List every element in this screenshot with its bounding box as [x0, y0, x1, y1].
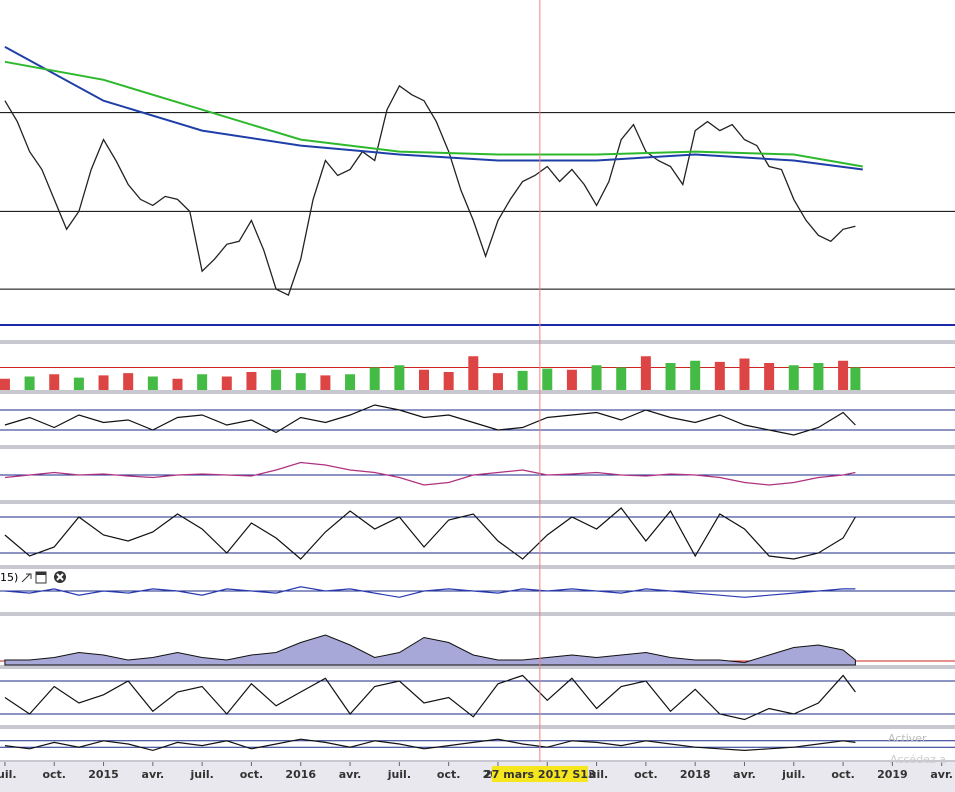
volume-bar	[172, 378, 183, 390]
indicator-line	[4, 461, 856, 486]
panel-separator	[0, 340, 955, 344]
volume-bar	[542, 368, 553, 390]
panel-label: 15)	[0, 571, 18, 584]
tool-icon	[36, 572, 46, 575]
panel-separator	[0, 725, 955, 729]
indicator-line	[4, 507, 856, 560]
panel-separator	[0, 445, 955, 449]
volume-bar	[813, 363, 824, 390]
volume-bar	[49, 374, 60, 390]
panel-separator	[0, 612, 955, 616]
x-tick-label: avr.	[142, 768, 165, 781]
price-line	[4, 46, 863, 171]
panel-separator	[0, 760, 955, 762]
volume-bar	[764, 363, 775, 390]
volume-bar	[492, 373, 503, 390]
indicator-line	[4, 404, 856, 436]
volume-bar	[147, 376, 158, 390]
volume-bar	[0, 378, 10, 390]
indicator-line	[4, 674, 856, 721]
x-tick-label: avr.	[339, 768, 362, 781]
volume-bar	[221, 376, 232, 390]
panel-tools[interactable]	[21, 571, 66, 584]
indicator-area	[4, 634, 856, 666]
volume-bar	[838, 360, 849, 390]
x-tick-label: oct.	[831, 768, 855, 781]
panel	[0, 356, 955, 394]
volume-bar	[850, 367, 861, 390]
volume-bar	[640, 356, 651, 390]
volume-bar	[591, 365, 602, 390]
volume-bar	[246, 372, 257, 390]
x-tick-label: 2015	[88, 768, 119, 781]
x-tick-label: avr.	[733, 768, 756, 781]
x-tick-label: juil.	[584, 768, 608, 781]
volume-bar	[468, 356, 479, 390]
volume-bar	[123, 373, 134, 390]
x-tick-label: 2019	[877, 768, 908, 781]
x-axis-strip	[0, 762, 955, 792]
wrench-icon[interactable]	[21, 573, 32, 583]
price-line	[4, 60, 863, 168]
panels	[0, 0, 955, 762]
panel	[0, 586, 955, 616]
panel-separator	[0, 390, 955, 394]
volume-bar	[443, 372, 454, 390]
panel-separator	[0, 665, 955, 669]
indicator-line	[4, 586, 856, 598]
volume-bar	[345, 374, 356, 390]
volume-bar	[566, 369, 577, 390]
watermark: Activer	[888, 732, 927, 745]
volume-bar	[271, 369, 282, 390]
panel	[0, 674, 955, 729]
cursor-label: 27 mars 2017 S13	[484, 768, 596, 781]
volume-bar	[517, 370, 528, 390]
x-tick-label: juil.	[781, 768, 805, 781]
x-tick-label: avr.	[930, 768, 953, 781]
volume-bar	[295, 373, 306, 390]
x-tick-label: juil.	[189, 768, 213, 781]
close-cross	[56, 573, 64, 581]
panel	[0, 507, 955, 569]
volume-bar	[616, 367, 627, 390]
volume-bar	[320, 375, 331, 390]
x-tick-label: oct.	[240, 768, 264, 781]
volume-bar	[788, 365, 799, 390]
volume-bar	[690, 360, 701, 390]
volume-bar	[197, 374, 208, 390]
volume-bar	[665, 363, 676, 390]
volume-bar	[369, 367, 380, 390]
volume-bar	[714, 361, 725, 390]
x-tick-label: juil.	[387, 768, 411, 781]
volume-bar	[24, 376, 35, 390]
x-axis: juil. oct. 2015 avr. juil. oct. 2016 avr. juil. o…	[0, 762, 953, 782]
x-tick-label: 2018	[680, 768, 711, 781]
cursor-label-box	[491, 766, 588, 782]
price-line	[4, 84, 856, 297]
indicator-line	[4, 738, 856, 752]
volume-bar	[419, 369, 430, 390]
panel	[0, 461, 955, 504]
x-tick-label: oct.	[634, 768, 658, 781]
volume-bar	[98, 375, 109, 390]
volume-bar	[73, 377, 84, 390]
x-tick-label: 2016	[285, 768, 316, 781]
panel	[0, 634, 955, 669]
x-tick-label: oct.	[42, 768, 66, 781]
volume-bar	[394, 365, 405, 390]
panel-separator	[0, 565, 955, 569]
volume-bar	[739, 358, 750, 390]
panel	[0, 738, 955, 762]
watermark: Accédez a	[890, 753, 946, 766]
x-tick-label: oct.	[437, 768, 461, 781]
panel	[0, 46, 955, 344]
panel-separator	[0, 500, 955, 504]
panel	[0, 404, 955, 449]
x-tick-label: juil.	[0, 768, 17, 781]
